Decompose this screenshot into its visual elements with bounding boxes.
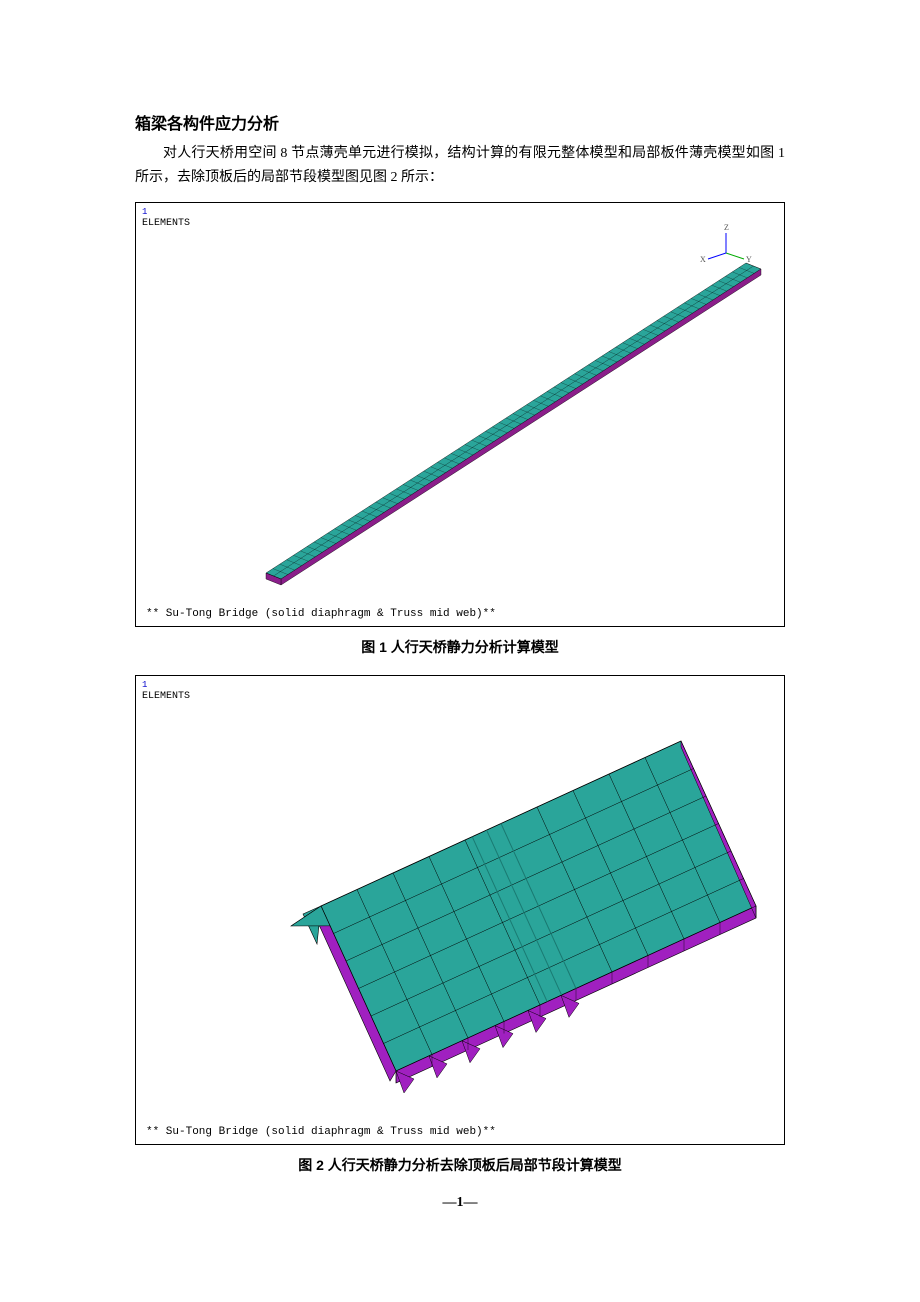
figure-1-num: 1 — [142, 207, 147, 217]
figure-2-elements-label: ELEMENTS — [142, 691, 190, 702]
figure-2-top-label: 1 ELEMENTS — [142, 680, 190, 702]
svg-text:X: X — [700, 255, 706, 264]
svg-text:Y: Y — [746, 255, 752, 264]
figure-1-elements-label: ELEMENTS — [142, 218, 190, 229]
figure-2-svg — [136, 676, 784, 1146]
figure-1-box: 1 ELEMENTS Z Y X ** Su-Tong Bridge (soli… — [135, 202, 785, 627]
figure-2-footer: ** Su-Tong Bridge (solid diaphragm & Tru… — [146, 1126, 496, 1138]
figure-1-svg: Z Y X — [136, 203, 784, 628]
axis-triad-icon: Z Y X — [700, 223, 752, 264]
figure-2-box: 1 ELEMENTS ** Su-Tong Bridge (solid diap… — [135, 675, 785, 1145]
figure-1-top-label: 1 ELEMENTS — [142, 207, 190, 229]
body-paragraph: 对人行天桥用空间 8 节点薄壳单元进行模拟，结构计算的有限元整体模型和局部板件薄… — [135, 142, 785, 190]
section-title: 箱梁各构件应力分析 — [135, 110, 785, 134]
figure-1-caption: 图 1 人行天桥静力分析计算模型 — [135, 637, 785, 657]
beam-model — [266, 263, 761, 585]
deck-model — [291, 741, 756, 1093]
figure-1-footer: ** Su-Tong Bridge (solid diaphragm & Tru… — [146, 608, 496, 620]
svg-text:Z: Z — [724, 223, 729, 232]
figure-2-num: 1 — [142, 680, 147, 690]
figure-2-caption: 图 2 人行天桥静力分析去除顶板后局部节段计算模型 — [135, 1155, 785, 1175]
page-number: ―1― — [135, 1195, 785, 1211]
